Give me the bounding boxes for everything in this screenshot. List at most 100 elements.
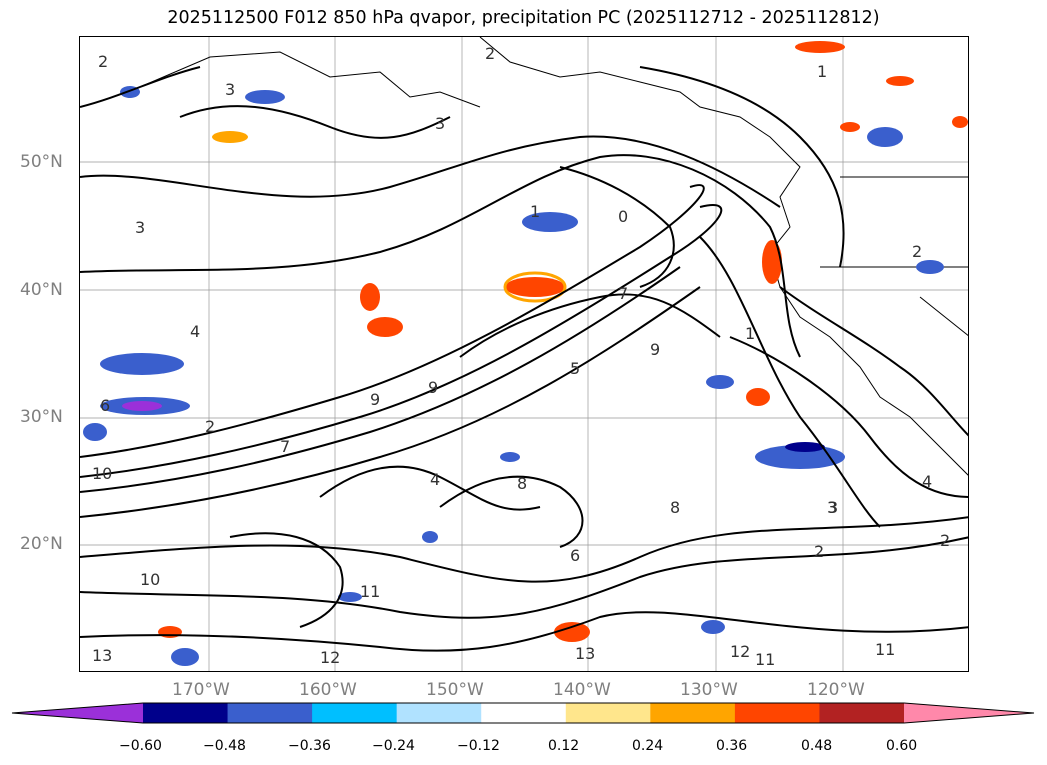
contour-label: 2 bbox=[98, 52, 108, 71]
contour-label: 1 bbox=[817, 62, 827, 81]
precip-blob bbox=[755, 445, 845, 469]
lat-label-40n: 40°N bbox=[20, 280, 63, 300]
contour-label: 2 bbox=[940, 531, 950, 550]
precip-blob bbox=[554, 622, 590, 642]
lon-label-140w: 140°W bbox=[553, 680, 611, 700]
contour-label: 3 bbox=[225, 80, 235, 99]
contour-label: 4 bbox=[922, 472, 932, 491]
colorbar-segment bbox=[565, 703, 651, 723]
precip-blob bbox=[503, 271, 567, 303]
contour-label: 8 bbox=[517, 474, 527, 493]
contour-label: 4 bbox=[190, 322, 200, 341]
contour-label: 2 bbox=[205, 417, 215, 436]
precip-blob bbox=[338, 592, 362, 602]
precip-blob bbox=[867, 127, 903, 147]
colorbar-segment bbox=[227, 703, 313, 723]
colorbar-tick: 0.24 bbox=[632, 738, 664, 754]
colorbar-extend-high bbox=[904, 703, 1034, 723]
contour-label: 6 bbox=[570, 546, 580, 565]
contour-label: 1 bbox=[530, 202, 540, 221]
contour-label: 13 bbox=[575, 644, 595, 663]
colorbar-tick: 0.60 bbox=[886, 738, 918, 754]
colorbar-tick: 0.36 bbox=[716, 738, 748, 754]
precip-blob bbox=[367, 317, 403, 337]
lon-label-130w: 130°W bbox=[680, 680, 738, 700]
contour-label: 13 bbox=[92, 646, 112, 665]
lon-label-150w: 150°W bbox=[426, 680, 484, 700]
precip-shading bbox=[83, 41, 968, 666]
precip-blob bbox=[500, 452, 520, 462]
contour-label: 10 bbox=[140, 570, 160, 589]
lon-label-160w: 160°W bbox=[299, 680, 357, 700]
precip-blob bbox=[505, 277, 565, 297]
contour-label: 9 bbox=[428, 378, 438, 397]
qvapor-contours bbox=[80, 66, 968, 652]
lat-label-20n: 20°N bbox=[20, 534, 63, 554]
contour-label: 3 bbox=[828, 498, 838, 517]
contour-label: 11 bbox=[360, 582, 380, 601]
contour-labels: 2 3 1 3 2 3 1 2 0 7 1 2 3 4 6 9 10 2 9 5… bbox=[92, 44, 950, 669]
precip-blob bbox=[245, 90, 285, 104]
precip-blob bbox=[701, 620, 725, 634]
colorbar-segment bbox=[819, 703, 905, 723]
colorbar-tick: −0.48 bbox=[203, 738, 246, 754]
contour-label: 3 bbox=[827, 498, 837, 517]
precip-blob bbox=[746, 388, 770, 406]
graticule bbox=[80, 37, 968, 671]
colorbar-tick: 0.12 bbox=[548, 738, 580, 754]
colorbar-segment bbox=[312, 703, 398, 723]
precip-blob bbox=[886, 76, 914, 86]
precip-blob bbox=[522, 212, 578, 232]
precip-blob bbox=[952, 116, 968, 128]
contour-label: 9 bbox=[370, 390, 380, 409]
colorbar-tick: −0.24 bbox=[372, 738, 415, 754]
precip-blob bbox=[916, 260, 944, 274]
colorbar-segment bbox=[143, 703, 229, 723]
contour-label: 12 bbox=[320, 648, 340, 667]
precip-blob bbox=[706, 375, 734, 389]
precip-blob bbox=[840, 122, 860, 132]
map-panel[interactable]: 2 3 1 3 2 3 1 2 0 7 1 2 3 4 6 9 10 2 9 5… bbox=[79, 36, 969, 672]
precip-blob bbox=[785, 442, 825, 452]
colorbar-tick: −0.36 bbox=[288, 738, 331, 754]
precip-blob bbox=[422, 531, 438, 543]
precip-blob bbox=[795, 41, 845, 53]
lon-label-170w: 170°W bbox=[172, 680, 230, 700]
lat-label-50n: 50°N bbox=[20, 152, 63, 172]
precip-blob bbox=[122, 401, 162, 411]
colorbar-segments bbox=[12, 703, 1034, 723]
contour-label: 3 bbox=[135, 218, 145, 237]
contour-label: 4 bbox=[430, 470, 440, 489]
contour-label: 2 bbox=[912, 242, 922, 261]
lon-label-120w: 120°W bbox=[807, 680, 865, 700]
colorbar-tick: −0.12 bbox=[457, 738, 500, 754]
map-canvas: 2 3 1 3 2 3 1 2 0 7 1 2 3 4 6 9 10 2 9 5… bbox=[80, 37, 968, 671]
colorbar-tick: −0.60 bbox=[119, 738, 162, 754]
contour-label: 6 bbox=[100, 396, 110, 415]
contour-label: 7 bbox=[280, 437, 290, 456]
colorbar bbox=[11, 702, 1035, 724]
contour-label: 5 bbox=[570, 359, 580, 378]
contour-label: 3 bbox=[435, 114, 445, 133]
precip-blob bbox=[360, 283, 380, 311]
coastline bbox=[139, 37, 968, 476]
contour-label: 10 bbox=[92, 464, 112, 483]
precip-blob bbox=[83, 423, 107, 441]
contour-label: 2 bbox=[485, 44, 495, 63]
contour-label: 0 bbox=[618, 207, 628, 226]
colorbar-segment bbox=[481, 703, 567, 723]
contour-label: 7 bbox=[618, 284, 628, 303]
contour-label: 11 bbox=[875, 640, 895, 659]
colorbar-tick: 0.48 bbox=[801, 738, 833, 754]
lat-label-30n: 30°N bbox=[20, 407, 63, 427]
contour-label: 2 bbox=[814, 542, 824, 561]
precip-blob bbox=[762, 240, 782, 284]
contour-label: 9 bbox=[650, 340, 660, 359]
precip-blob bbox=[212, 131, 248, 143]
colorbar-extend-low bbox=[12, 703, 143, 723]
colorbar-segment bbox=[650, 703, 736, 723]
colorbar-segment bbox=[734, 703, 820, 723]
precip-blob bbox=[171, 648, 199, 666]
colorbar-segment bbox=[396, 703, 482, 723]
figure-title: 2025112500 F012 850 hPa qvapor, precipit… bbox=[167, 8, 880, 28]
